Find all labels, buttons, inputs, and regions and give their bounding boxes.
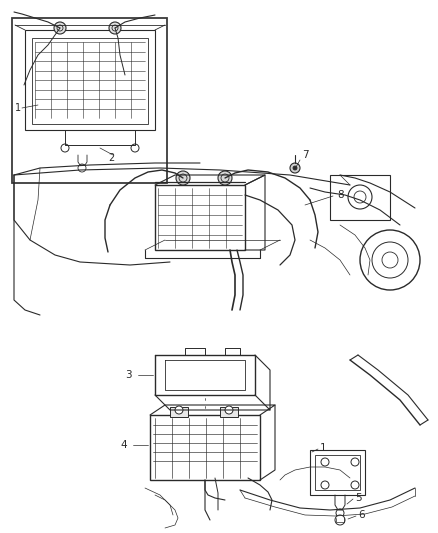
Circle shape <box>109 22 121 34</box>
Text: 1: 1 <box>320 443 327 453</box>
Bar <box>32 38 148 124</box>
Text: 5: 5 <box>355 493 362 503</box>
Text: 1: 1 <box>15 103 21 113</box>
Text: 6: 6 <box>358 510 364 520</box>
Bar <box>315 455 360 490</box>
Circle shape <box>78 164 86 172</box>
Circle shape <box>290 163 300 173</box>
Circle shape <box>218 171 232 185</box>
Circle shape <box>336 509 344 517</box>
Circle shape <box>293 166 297 170</box>
Bar <box>330 175 390 220</box>
Bar <box>25 30 155 130</box>
Circle shape <box>335 515 345 525</box>
Circle shape <box>61 144 69 152</box>
Text: 4: 4 <box>120 440 127 450</box>
Bar <box>155 185 245 250</box>
Bar <box>150 415 260 480</box>
Text: 7: 7 <box>302 150 309 160</box>
Bar <box>220 407 238 417</box>
Bar <box>12 18 167 183</box>
Circle shape <box>225 406 233 414</box>
Bar <box>310 450 365 495</box>
Circle shape <box>54 22 66 34</box>
Text: 3: 3 <box>125 370 132 380</box>
Bar <box>170 407 188 417</box>
Circle shape <box>175 406 183 414</box>
Circle shape <box>131 144 139 152</box>
Text: 8: 8 <box>337 190 344 200</box>
Circle shape <box>176 171 190 185</box>
Text: 2: 2 <box>108 153 114 163</box>
